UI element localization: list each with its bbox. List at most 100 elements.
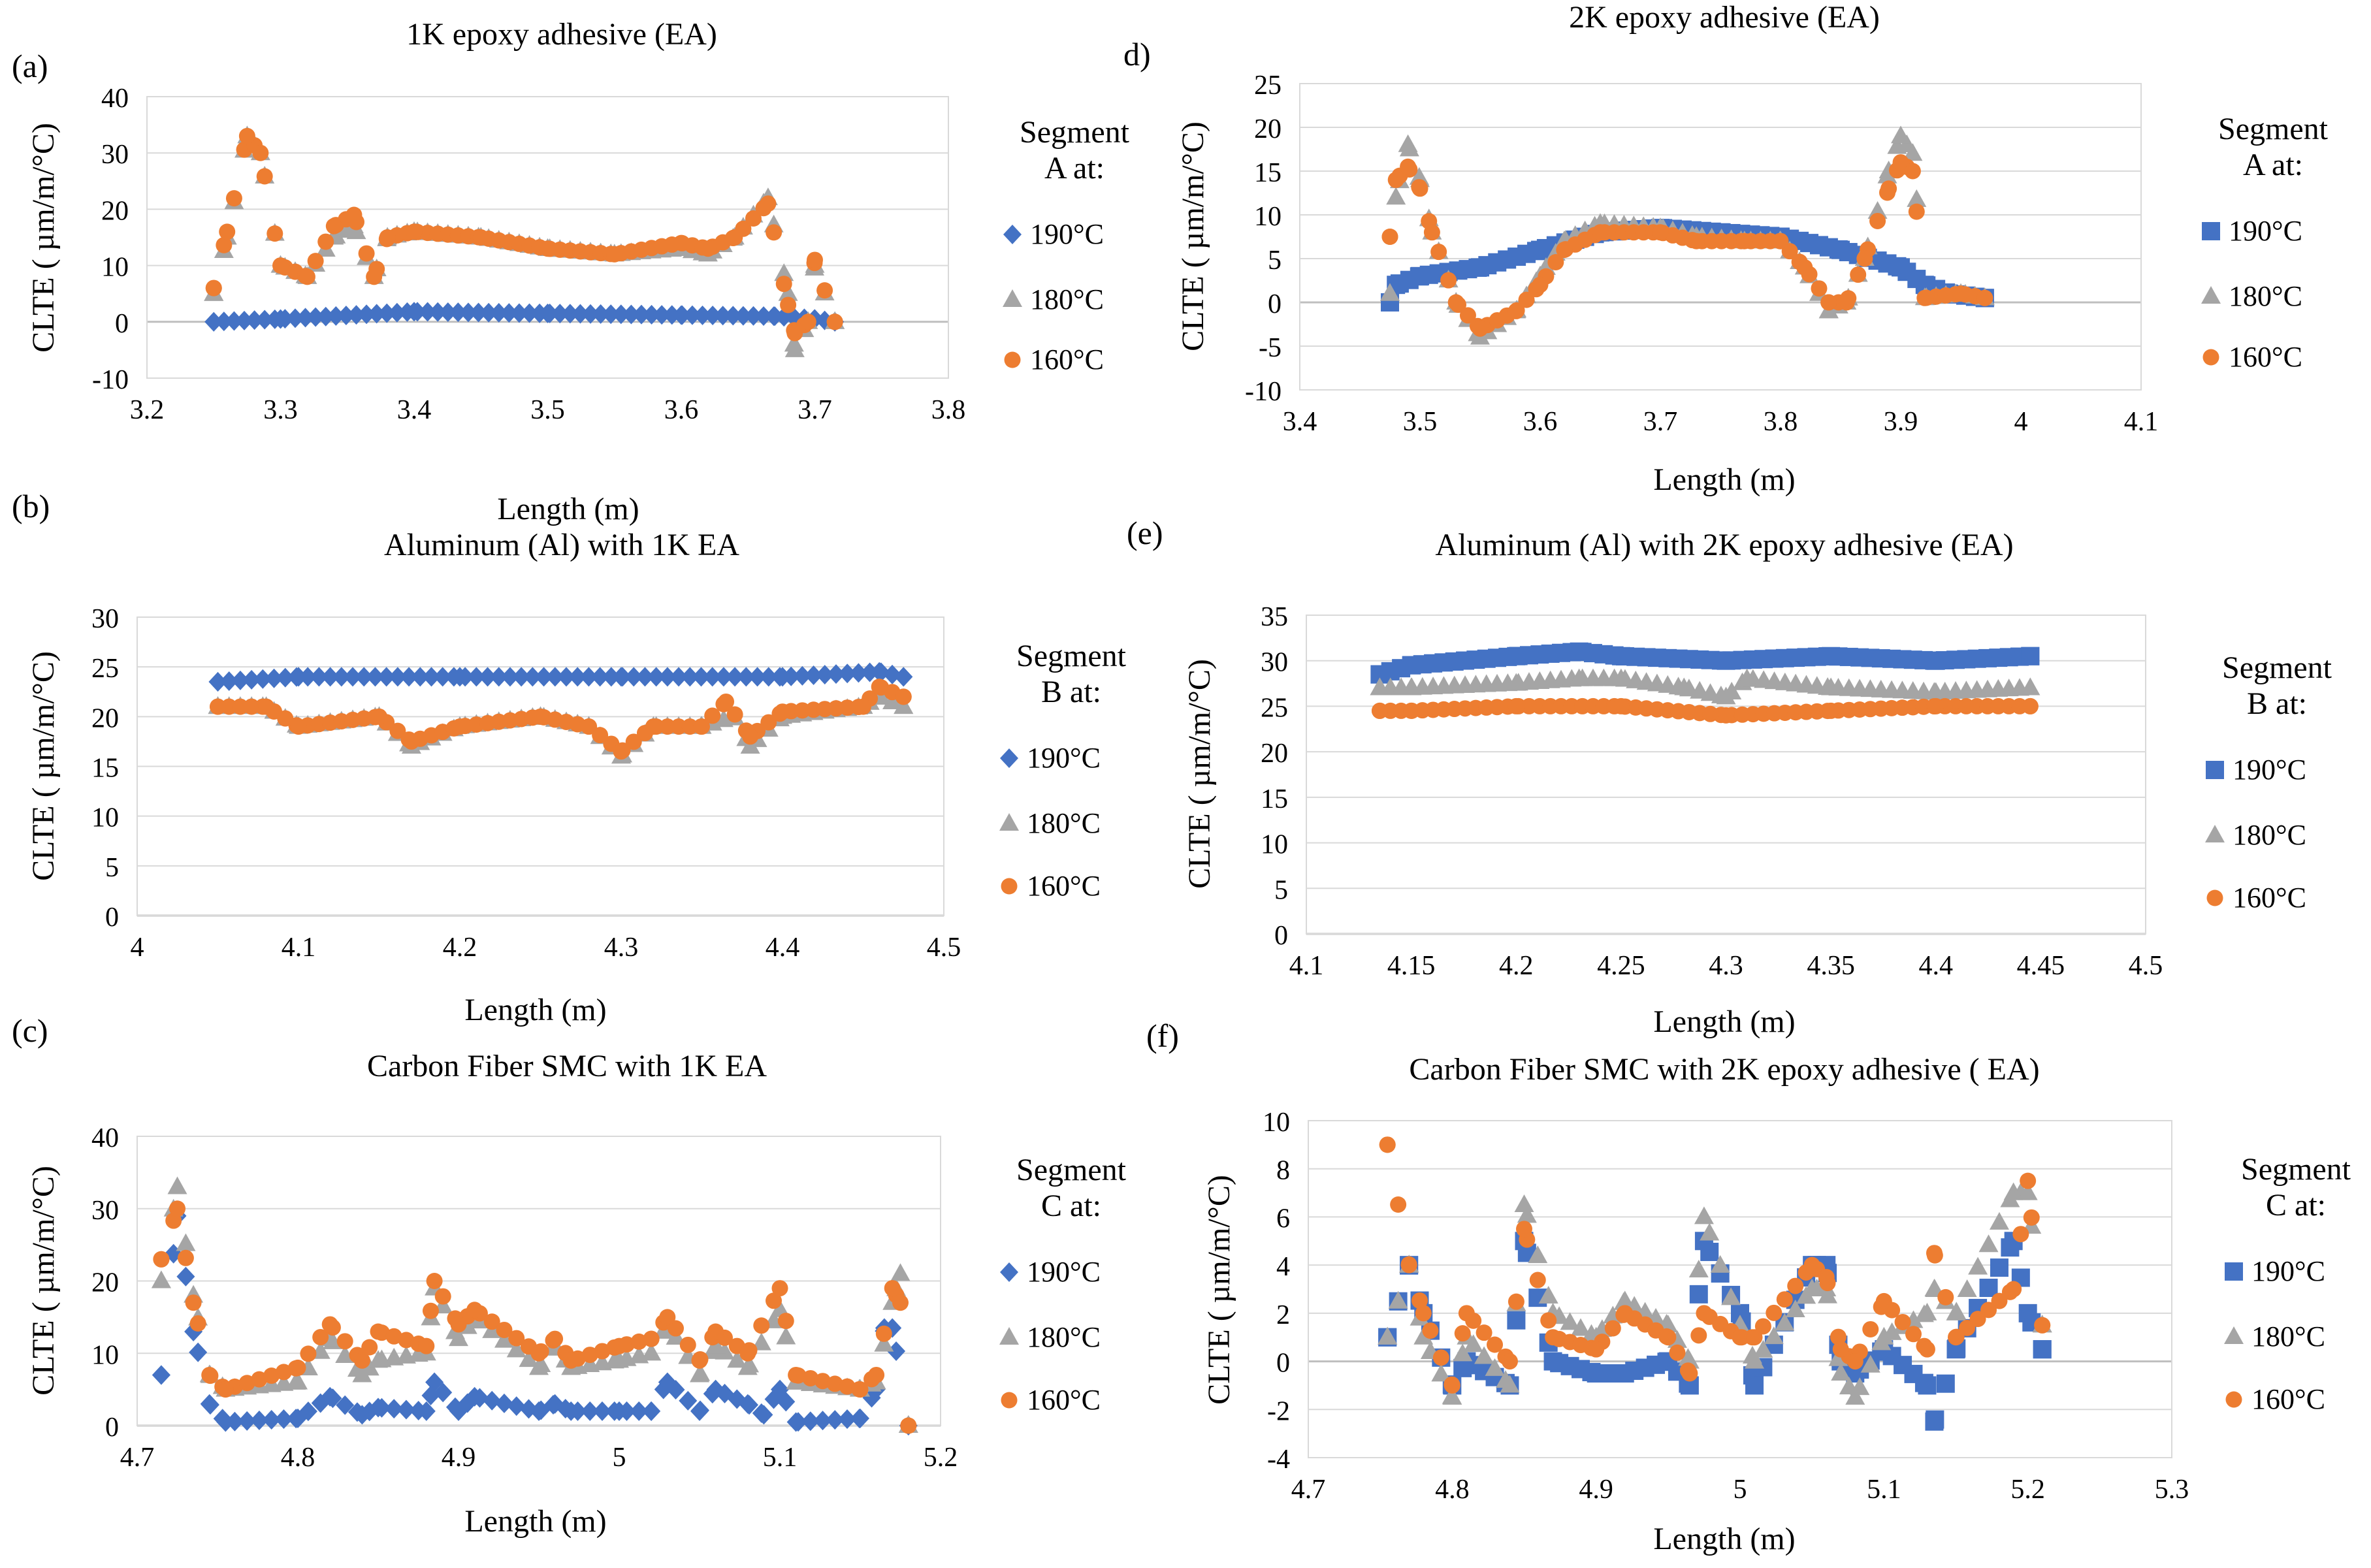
marker-diamond	[336, 305, 355, 325]
marker-triangle	[1860, 1354, 1880, 1373]
y-axis-label: CLTE ( µm/m/°C)	[1182, 659, 1217, 889]
marker-triangle	[1874, 1326, 1894, 1345]
marker-diamond	[489, 667, 508, 687]
marker-circle	[815, 1373, 831, 1390]
series-160	[1381, 154, 1993, 337]
marker-circle	[1832, 1341, 1849, 1358]
marker-circle	[221, 698, 238, 715]
marker-circle	[298, 268, 315, 285]
marker-circle	[1545, 1329, 1562, 1346]
marker-diamond	[737, 667, 756, 687]
marker-diamond	[250, 1410, 268, 1430]
legend-title: C at:	[2266, 1188, 2326, 1223]
series-160	[153, 1200, 917, 1434]
legend-title: B at:	[2247, 686, 2307, 721]
marker-circle	[210, 698, 226, 715]
chart-title: 1K epoxy adhesive (EA)	[406, 17, 717, 52]
x-tick-label: 4.5	[927, 933, 961, 963]
marker-diamond	[449, 302, 468, 323]
legend-title: A at:	[2243, 148, 2303, 182]
marker-square	[2225, 1262, 2243, 1281]
y-tick-label: 25	[1254, 71, 1282, 101]
marker-circle	[2023, 1209, 2040, 1226]
marker-diamond	[748, 667, 767, 687]
marker-circle	[370, 1323, 387, 1340]
y-tick-label: 40	[91, 1123, 119, 1153]
marker-circle	[225, 190, 242, 207]
marker-circle	[760, 714, 777, 731]
marker-circle	[691, 1352, 708, 1369]
legend-entry: 180°C	[1027, 1321, 1101, 1353]
x-tick-label: 4.1	[282, 933, 316, 963]
marker-square	[2202, 222, 2220, 240]
marker-triangle	[1485, 1358, 1505, 1376]
marker-diamond	[262, 1409, 281, 1430]
marker-triangle	[352, 1364, 372, 1383]
marker-diamond	[581, 1401, 600, 1421]
y-tick-label: -4	[1267, 1445, 1290, 1475]
marker-circle	[252, 144, 269, 161]
marker-triangle	[999, 1327, 1019, 1345]
legend-entry: 180°C	[1030, 283, 1104, 315]
marker-diamond	[706, 1379, 725, 1400]
marker-circle	[704, 707, 721, 724]
x-tick-label: 4.15	[1387, 951, 1436, 981]
marker-circle	[251, 1371, 268, 1388]
x-axis-label: Length (m)	[1653, 462, 1795, 497]
panel-label: (b)	[12, 488, 50, 524]
marker-circle	[581, 718, 598, 735]
y-tick-label: 10	[1254, 202, 1282, 232]
legend-entry: 180°C	[2233, 819, 2306, 851]
marker-circle	[275, 1364, 292, 1381]
marker-triangle	[1538, 1286, 1558, 1304]
marker-circle	[1390, 1196, 1407, 1213]
marker-circle	[1508, 1293, 1524, 1310]
marker-circle	[1592, 224, 1609, 241]
marker-circle	[1838, 294, 1855, 311]
marker-diamond	[551, 304, 570, 324]
marker-diamond	[624, 667, 643, 687]
x-tick-label: 4.1	[2124, 407, 2159, 437]
x-tick-label: 4.8	[1435, 1475, 1470, 1505]
legend-entry: 160°C	[1027, 870, 1101, 902]
marker-diamond	[538, 303, 557, 323]
marker-diamond	[225, 311, 244, 331]
marker-circle	[1516, 1221, 1532, 1238]
marker-circle	[775, 276, 792, 293]
marker-circle	[1803, 1256, 1820, 1273]
marker-circle	[742, 728, 759, 745]
marker-diamond	[289, 1408, 307, 1428]
y-tick-label: 0	[105, 1413, 119, 1443]
x-tick-label: 3.3	[263, 395, 298, 425]
marker-triangle	[1380, 283, 1400, 301]
marker-diamond	[632, 304, 651, 325]
marker-circle	[1415, 1305, 1432, 1322]
marker-diamond	[738, 1394, 757, 1414]
y-tick-label: 0	[115, 309, 129, 339]
marker-circle	[1776, 1291, 1793, 1308]
marker-circle	[2034, 1317, 2051, 1334]
marker-diamond	[692, 667, 711, 687]
marker-circle	[1830, 1328, 1847, 1345]
marker-triangle	[1688, 1259, 1709, 1277]
marker-diamond	[630, 1401, 649, 1421]
marker-diamond	[894, 667, 913, 687]
marker-diamond	[611, 304, 630, 325]
marker-triangle	[368, 1350, 388, 1368]
marker-circle	[353, 1352, 370, 1369]
marker-circle	[1423, 224, 1440, 241]
marker-diamond	[347, 305, 366, 325]
marker-diamond	[591, 304, 610, 324]
marker-triangle	[1924, 1279, 1944, 1296]
marker-circle	[1918, 1341, 1935, 1358]
marker-circle	[300, 1345, 317, 1362]
marker-triangle	[727, 1350, 747, 1368]
marker-triangle	[1398, 134, 1418, 152]
marker-circle	[679, 1336, 696, 1353]
marker-circle	[1004, 351, 1021, 368]
marker-diamond	[204, 312, 223, 332]
marker-circle	[1588, 1341, 1605, 1358]
marker-circle	[403, 733, 420, 750]
x-tick-label: 3.4	[1283, 407, 1317, 437]
marker-circle	[816, 282, 833, 299]
